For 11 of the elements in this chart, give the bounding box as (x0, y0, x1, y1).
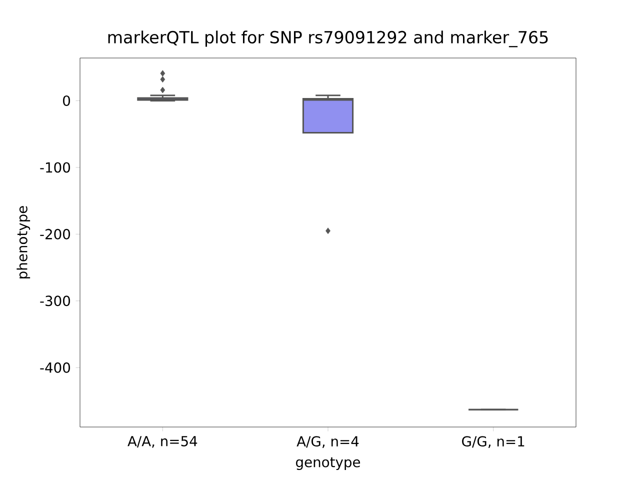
y-axis-title: phenotype (16, 206, 30, 278)
y-tick-label: -400 (40, 362, 70, 373)
x-tick-label: A/G, n=4 (296, 436, 359, 448)
x-axis-title: genotype (296, 457, 360, 470)
y-tick-label: 0 (63, 95, 70, 106)
y-tick-label: -100 (40, 162, 70, 173)
chart-title: markerQTL plot for SNP rs79091292 and marker_765 (108, 30, 548, 48)
y-tick-label: -300 (40, 296, 70, 306)
x-tick-label: G/G, n=1 (462, 436, 524, 448)
x-tick-label: A/A, n=54 (128, 436, 198, 448)
y-tick-label: -200 (40, 228, 70, 240)
